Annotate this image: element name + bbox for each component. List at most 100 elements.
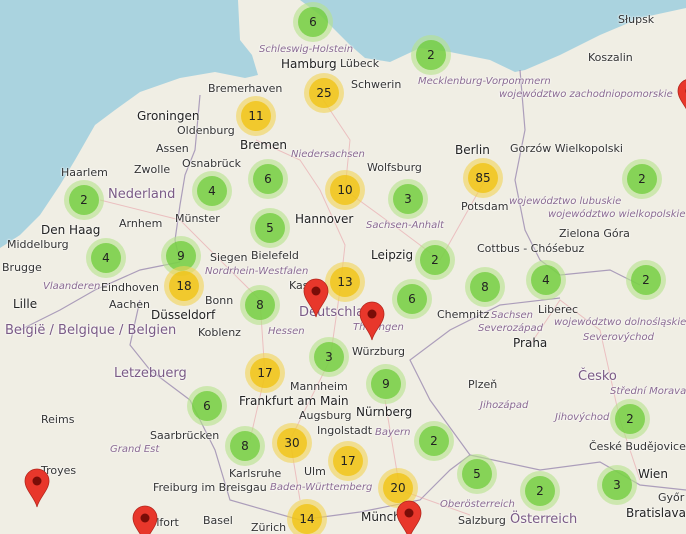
marker-cluster[interactable]: 2 (414, 421, 454, 461)
marker-cluster[interactable]: 2 (411, 35, 451, 75)
marker-cluster[interactable]: 4 (192, 171, 232, 211)
map-label-big: Bremen (240, 138, 287, 152)
map-label-big: Hamburg (281, 57, 337, 71)
marker-cluster[interactable]: 4 (526, 260, 566, 300)
map-label-city: Zwolle (134, 163, 171, 176)
marker-cluster[interactable]: 11 (236, 96, 276, 136)
map-label-city: Potsdam (461, 200, 509, 213)
borders (19, 69, 686, 521)
map-marker-icon[interactable] (24, 468, 50, 508)
cluster-count: 2 (416, 40, 446, 70)
map-label-city: Augsburg (299, 409, 352, 422)
map-marker-icon[interactable] (132, 505, 158, 534)
marker-cluster[interactable]: 5 (250, 208, 290, 248)
marker-cluster[interactable]: 17 (245, 353, 285, 393)
map-label-country: België / Belgique / Belgien (5, 323, 177, 338)
map-label-city: Eindhoven (101, 281, 159, 294)
cluster-count: 2 (69, 185, 99, 215)
marker-cluster[interactable]: 2 (520, 471, 560, 511)
marker-cluster[interactable]: 2 (626, 260, 666, 300)
marker-cluster[interactable]: 2 (415, 240, 455, 280)
map-label-city: Reims (41, 413, 75, 426)
cluster-count: 4 (197, 176, 227, 206)
map-label-city: Oldenburg (177, 124, 235, 137)
cluster-count: 5 (255, 213, 285, 243)
marker-cluster[interactable]: 2 (622, 159, 662, 199)
marker-cluster[interactable]: 6 (248, 159, 288, 199)
cluster-count: 8 (470, 272, 500, 302)
map-label-big: Den Haag (41, 223, 101, 237)
map-label-big: Frankfurt am Main (239, 394, 349, 408)
map-label-region: Vlaanderen (43, 281, 101, 292)
map-marker-icon[interactable] (396, 500, 422, 534)
cluster-count: 6 (397, 284, 427, 314)
marker-cluster[interactable]: 30 (272, 423, 312, 463)
marker-cluster[interactable]: 85 (463, 158, 503, 198)
map-label-city: Ulm (304, 465, 326, 478)
map-label-region: Hessen (268, 326, 305, 337)
cluster-count: 6 (192, 391, 222, 421)
cluster-count: 30 (277, 428, 307, 458)
marker-cluster[interactable]: 2 (64, 180, 104, 220)
map-label-city: Zürich (251, 521, 287, 534)
marker-cluster[interactable]: 10 (325, 170, 365, 210)
marker-cluster[interactable]: 18 (164, 266, 204, 306)
marker-cluster[interactable]: 4 (86, 238, 126, 278)
marker-cluster[interactable]: 20 (378, 468, 418, 508)
marker-cluster[interactable]: 6 (187, 386, 227, 426)
map-label-country: Nederland (108, 187, 176, 202)
map-label-city: Plzeň (468, 378, 498, 391)
marker-cluster[interactable]: 14 (287, 499, 327, 534)
map-label-region: Grand Est (110, 444, 160, 455)
marker-cluster[interactable]: 3 (388, 179, 428, 219)
map-label-city: Haarlem (61, 166, 108, 179)
map-label-big: Nürnberg (356, 405, 413, 419)
map-label-city: Salzburg (458, 514, 506, 527)
map-label-city: Schwerin (351, 78, 402, 91)
map-label-region: województwo dolnośląskie (554, 317, 686, 328)
map-label-city: Ingolstadt (317, 424, 373, 437)
map-label-city: České Budějovice (589, 440, 686, 453)
map-marker-icon[interactable] (677, 78, 686, 118)
map-label-country: Česko (578, 369, 617, 384)
map-label-city: Lübeck (340, 57, 380, 70)
map-label-region: Severozápad (478, 323, 543, 334)
map-label-region: Bayern (375, 427, 411, 438)
cluster-count: 9 (371, 369, 401, 399)
marker-cluster[interactable]: 13 (325, 262, 365, 302)
map-label-region: Sachsen-Anhalt (366, 220, 444, 231)
map-label-city: Middelburg (7, 238, 69, 251)
marker-cluster[interactable]: 8 (225, 426, 265, 466)
marker-cluster[interactable]: 3 (309, 337, 349, 377)
marker-cluster[interactable]: 2 (610, 399, 650, 439)
map-label-region: województwo lubuskie (509, 196, 622, 207)
map-label-region: Jihozápad (480, 400, 529, 411)
map-label-big: Berlin (455, 143, 490, 157)
marker-cluster[interactable]: 6 (293, 2, 333, 42)
cluster-count: 3 (393, 184, 423, 214)
map-label-city: Wolfsburg (367, 161, 422, 174)
map-label-city: Koszalin (588, 51, 633, 64)
marker-cluster[interactable]: 25 (304, 73, 344, 113)
map-label-region: województwo wielkopolskie (548, 209, 686, 220)
map-label-big: Leipzig (371, 248, 414, 262)
marker-cluster[interactable]: 17 (328, 441, 368, 481)
map-label-big: Wien (638, 467, 668, 481)
map-label-region: Baden-Württemberg (270, 482, 373, 493)
marker-cluster[interactable]: 8 (465, 267, 505, 307)
marker-cluster[interactable]: 9 (366, 364, 406, 404)
marker-cluster[interactable]: 5 (457, 454, 497, 494)
marker-cluster[interactable]: 8 (240, 285, 280, 325)
marker-cluster[interactable]: 3 (597, 465, 637, 505)
marker-cluster[interactable]: 6 (392, 279, 432, 319)
map-label-city: Saarbrücken (150, 429, 220, 442)
map-marker-icon[interactable] (359, 301, 385, 341)
map-label-city: Arnhem (119, 217, 163, 230)
cluster-count: 2 (615, 404, 645, 434)
map-marker-icon[interactable] (303, 278, 329, 318)
cluster-count: 20 (383, 473, 413, 503)
cluster-count: 9 (166, 241, 196, 271)
map-label-city: Mannheim (290, 380, 348, 393)
